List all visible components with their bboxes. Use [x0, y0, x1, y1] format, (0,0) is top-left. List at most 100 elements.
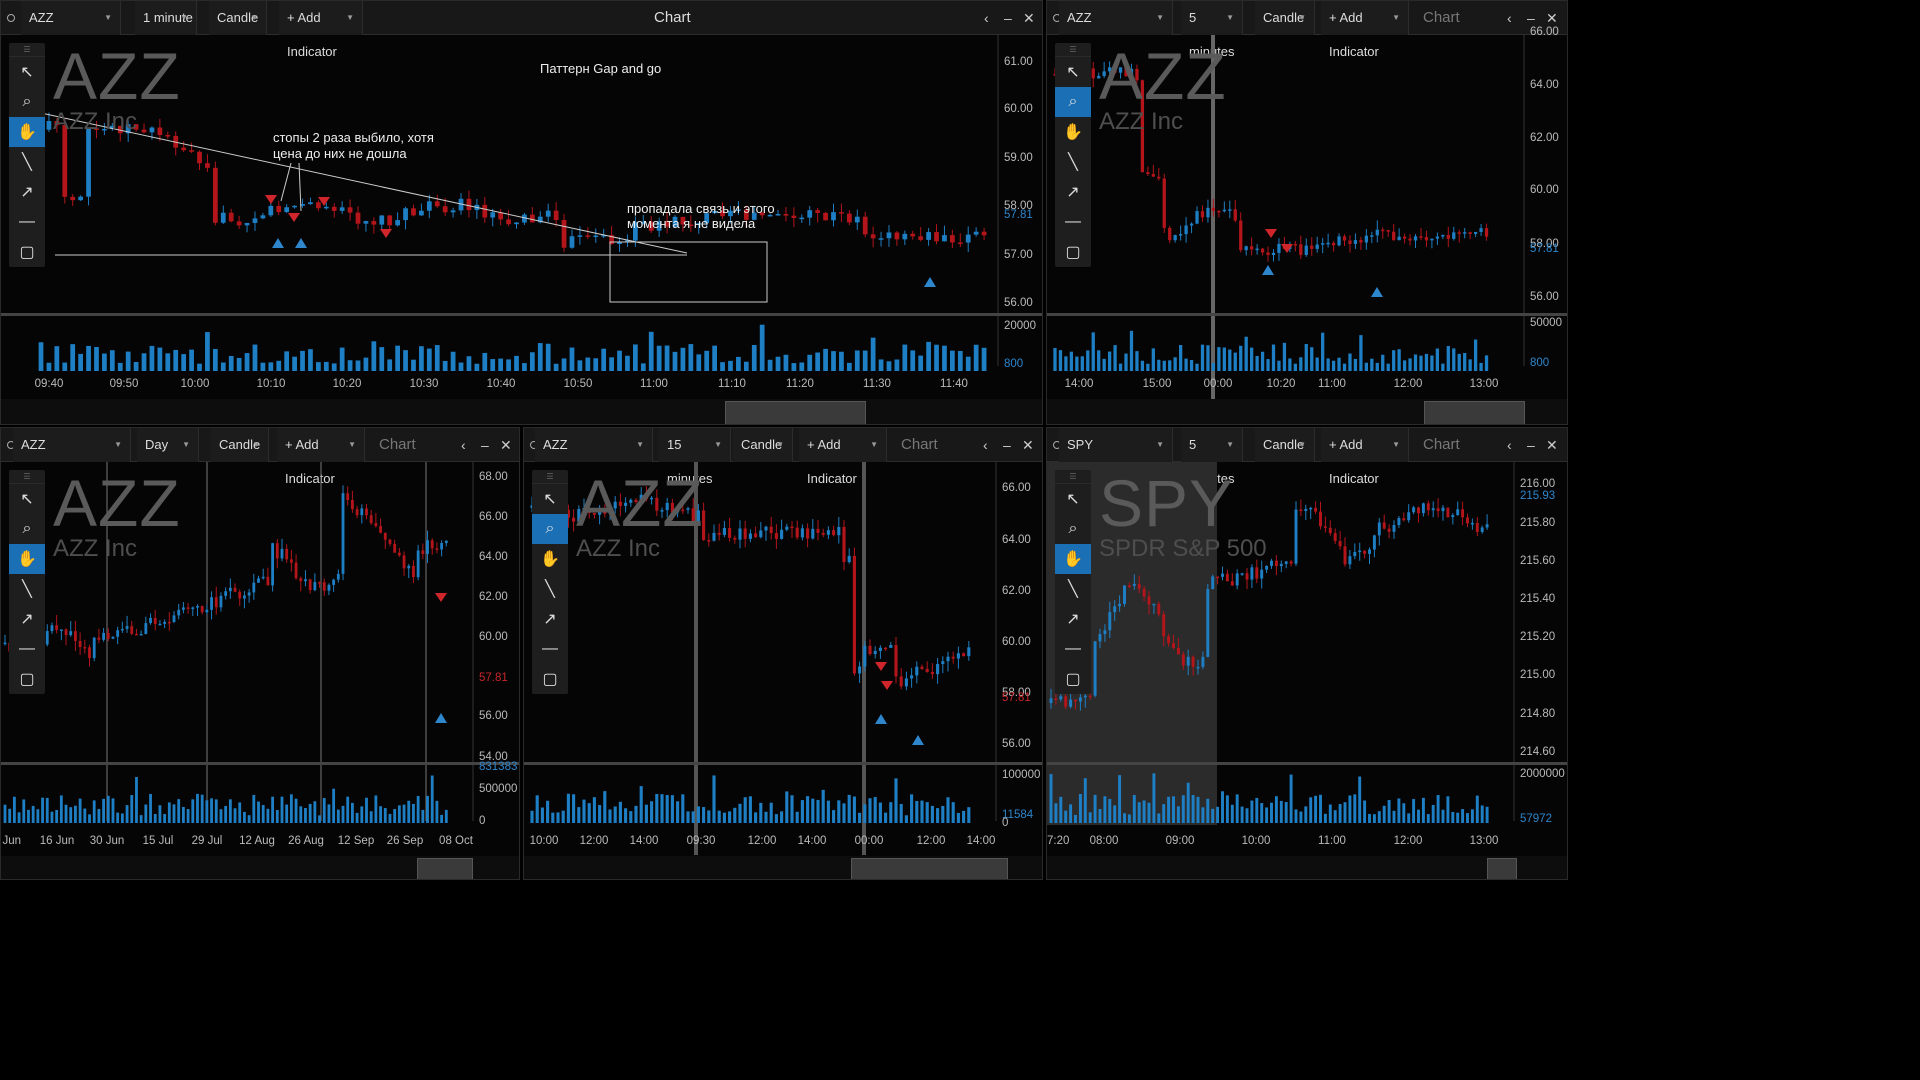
- arrow-tool-icon[interactable]: ↗: [1066, 611, 1080, 628]
- pan-tool-icon[interactable]: ✋: [1055, 544, 1091, 574]
- minimize-icon[interactable]: –: [1527, 10, 1535, 26]
- cursor-tool-icon[interactable]: ↖: [1066, 64, 1080, 81]
- line-tool-icon[interactable]: ╲: [22, 154, 32, 171]
- symbol-selector[interactable]: AZZ ▼: [535, 428, 653, 462]
- collapse-icon[interactable]: ‹: [1507, 10, 1512, 26]
- symbol-selector[interactable]: AZZ ▼: [1059, 1, 1173, 35]
- pane-separator[interactable]: [1047, 313, 1567, 316]
- rectangle-tool-icon[interactable]: ▢: [542, 671, 558, 688]
- minimize-icon[interactable]: –: [1527, 437, 1535, 453]
- chart-type-selector[interactable]: Candle ▼: [209, 1, 267, 35]
- line-tool-icon[interactable]: ╲: [1068, 154, 1078, 171]
- interval-selector[interactable]: 15 minutes ▼: [659, 428, 731, 486]
- navigator-window[interactable]: [1487, 858, 1517, 879]
- add-indicator-button[interactable]: + Add Indicator ▼: [1321, 428, 1409, 486]
- pan-tool-icon[interactable]: ✋: [9, 544, 45, 574]
- chart-canvas[interactable]: [524, 428, 1043, 880]
- minimize-icon[interactable]: –: [1003, 437, 1011, 453]
- add-indicator-button[interactable]: + Add Indicator ▼: [799, 428, 887, 486]
- collapse-icon[interactable]: ‹: [1507, 437, 1512, 453]
- toolbar-grip-icon[interactable]: ☰: [532, 470, 568, 484]
- collapse-icon[interactable]: ‹: [983, 437, 988, 453]
- chart-canvas[interactable]: [1047, 1, 1568, 425]
- navigator-scrollbar[interactable]: [1, 856, 519, 879]
- arrow-tool-icon[interactable]: ↗: [543, 611, 557, 628]
- rectangle-tool-icon[interactable]: ▢: [19, 244, 35, 261]
- symbol-selector[interactable]: SPY ▼: [1059, 428, 1173, 462]
- navigator-scrollbar[interactable]: [1047, 399, 1567, 424]
- zoom-tool-icon[interactable]: ⌕: [1068, 520, 1078, 537]
- arrow-tool-icon[interactable]: ↗: [20, 184, 34, 201]
- horizontal-line-tool-icon[interactable]: —: [19, 213, 35, 230]
- horizontal-line-tool-icon[interactable]: —: [1065, 640, 1081, 657]
- volume-bar: [535, 795, 539, 823]
- minimize-icon[interactable]: –: [481, 437, 489, 453]
- minimize-icon[interactable]: –: [1004, 10, 1012, 26]
- navigator-scrollbar[interactable]: [524, 856, 1042, 879]
- volume-bar: [1211, 808, 1215, 823]
- pan-tool-icon[interactable]: ✋: [540, 551, 560, 568]
- collapse-icon[interactable]: ‹: [461, 437, 466, 453]
- cursor-tool-icon[interactable]: ↖: [543, 491, 557, 508]
- chart-type-selector[interactable]: Candle ▼: [211, 428, 269, 462]
- cursor-tool-icon[interactable]: ↖: [20, 64, 34, 81]
- chart-canvas[interactable]: [1, 428, 520, 880]
- volume-bar: [863, 804, 867, 823]
- chart-type-selector[interactable]: Candle ▼: [733, 428, 793, 462]
- add-indicator-button[interactable]: + Add Indicator ▼: [279, 1, 363, 59]
- chart-type-selector[interactable]: Candle ▼: [1255, 428, 1315, 462]
- zoom-tool-icon[interactable]: ⌕: [532, 514, 568, 544]
- navigator-window[interactable]: [417, 858, 473, 879]
- zoom-tool-icon[interactable]: ⌕: [1055, 87, 1091, 117]
- volume-bar: [1468, 359, 1472, 371]
- chart-canvas[interactable]: [1, 1, 1043, 425]
- cursor-tool-icon[interactable]: ↖: [20, 491, 34, 508]
- zoom-tool-icon[interactable]: ⌕: [22, 93, 32, 110]
- candle: [474, 198, 480, 219]
- close-icon[interactable]: ✕: [1546, 437, 1558, 453]
- pane-separator[interactable]: [1, 762, 519, 765]
- pane-separator[interactable]: [1, 313, 1042, 316]
- navigator-window[interactable]: [851, 858, 1008, 879]
- rectangle-tool-icon[interactable]: ▢: [19, 671, 35, 688]
- navigator-window[interactable]: [725, 401, 866, 424]
- close-icon[interactable]: ✕: [1546, 10, 1558, 26]
- horizontal-line-tool-icon[interactable]: —: [542, 640, 558, 657]
- pane-separator[interactable]: [1047, 762, 1567, 765]
- horizontal-line-tool-icon[interactable]: —: [1065, 213, 1081, 230]
- volume-bar: [130, 795, 134, 823]
- zoom-tool-icon[interactable]: ⌕: [22, 520, 32, 537]
- navigator-scrollbar[interactable]: [1047, 856, 1567, 879]
- toolbar-grip-icon[interactable]: ☰: [1055, 43, 1091, 57]
- symbol-selector[interactable]: AZZ ▼: [13, 428, 131, 462]
- rectangle-tool-icon[interactable]: ▢: [1065, 671, 1081, 688]
- close-icon[interactable]: ✕: [500, 437, 512, 453]
- interval-selector[interactable]: 1 minute ▼: [135, 1, 197, 35]
- line-tool-icon[interactable]: ╲: [1068, 581, 1078, 598]
- close-icon[interactable]: ✕: [1022, 437, 1034, 453]
- arrow-tool-icon[interactable]: ↗: [20, 611, 34, 628]
- pan-tool-icon[interactable]: ✋: [9, 117, 45, 147]
- chart-canvas[interactable]: [1047, 428, 1568, 880]
- symbol-selector[interactable]: AZZ ▼: [21, 1, 121, 35]
- interval-selector[interactable]: Day ▼: [137, 428, 199, 462]
- cursor-tool-icon[interactable]: ↖: [1066, 491, 1080, 508]
- toolbar-grip-icon[interactable]: ☰: [9, 470, 45, 484]
- toolbar-grip-icon[interactable]: ☰: [9, 43, 45, 57]
- pan-tool-icon[interactable]: ✋: [1063, 124, 1083, 141]
- navigator-scrollbar[interactable]: [1, 399, 1042, 424]
- pane-separator[interactable]: [524, 762, 1042, 765]
- add-indicator-button[interactable]: + Add Indicator ▼: [277, 428, 365, 486]
- collapse-icon[interactable]: ‹: [984, 10, 989, 26]
- add-indicator-button[interactable]: + Add Indicator ▼: [1321, 1, 1409, 59]
- rectangle-tool-icon[interactable]: ▢: [1065, 244, 1081, 261]
- toolbar-grip-icon[interactable]: ☰: [1055, 470, 1091, 484]
- arrow-tool-icon[interactable]: ↗: [1066, 184, 1080, 201]
- chart-type-selector[interactable]: Candle ▼: [1255, 1, 1315, 35]
- line-tool-icon[interactable]: ╲: [545, 581, 555, 598]
- price-label: 60.00: [1530, 184, 1559, 196]
- horizontal-line-tool-icon[interactable]: —: [19, 640, 35, 657]
- line-tool-icon[interactable]: ╲: [22, 581, 32, 598]
- close-icon[interactable]: ✕: [1023, 10, 1035, 26]
- navigator-window[interactable]: [1424, 401, 1525, 424]
